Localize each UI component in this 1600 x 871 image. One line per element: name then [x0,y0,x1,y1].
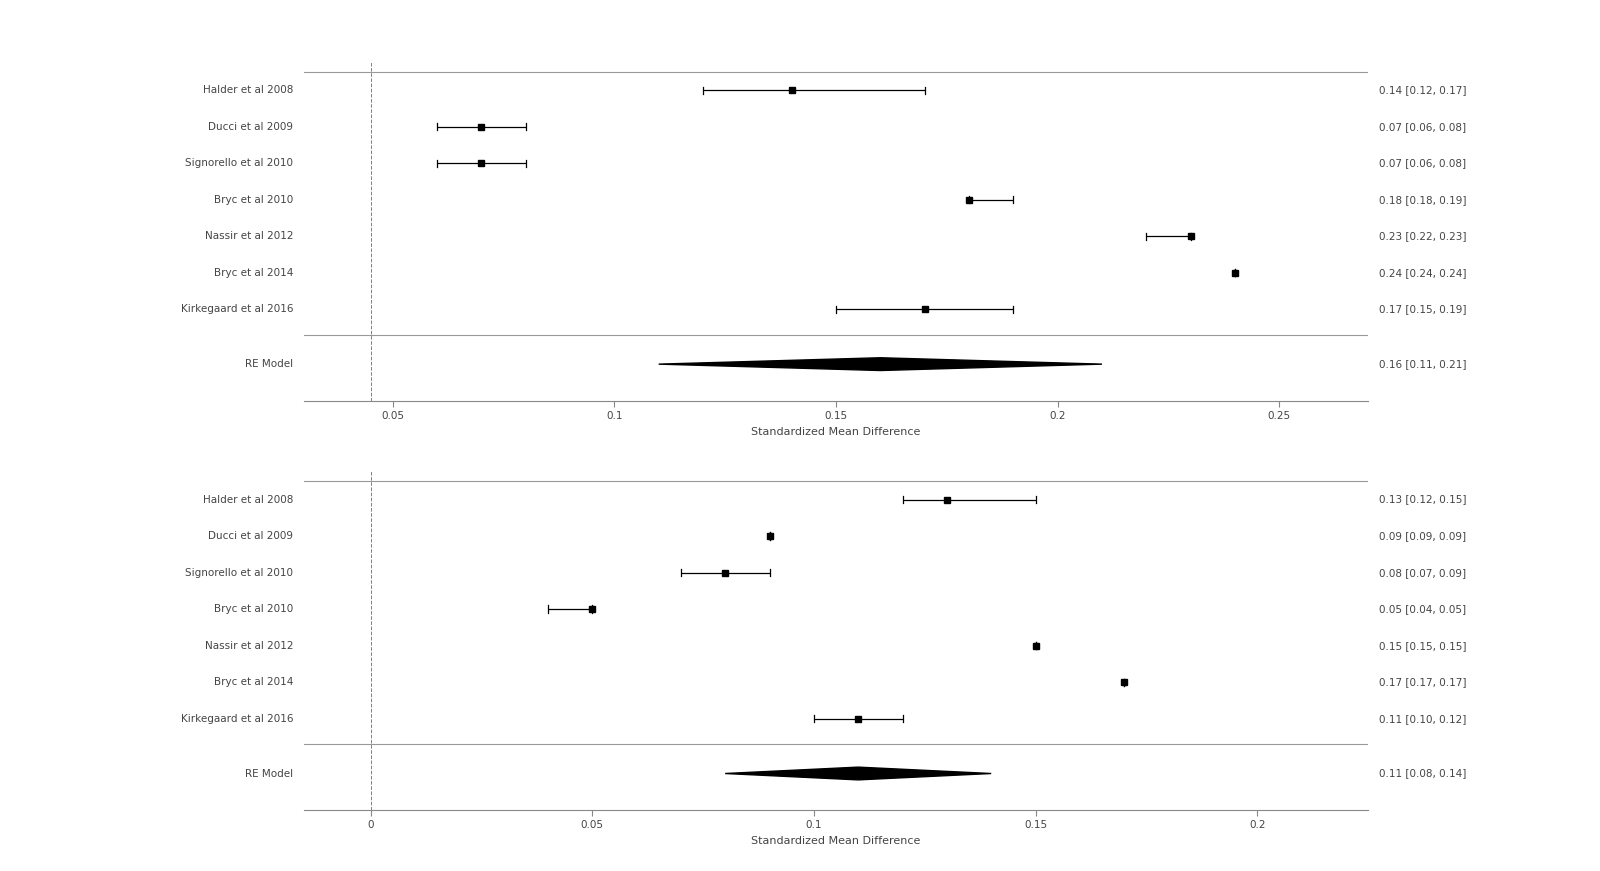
Text: Bryc et al 2010: Bryc et al 2010 [214,604,293,614]
Polygon shape [659,358,1102,370]
Text: 0.17 [0.17, 0.17]: 0.17 [0.17, 0.17] [1379,677,1466,687]
Text: 0.14 [0.12, 0.17]: 0.14 [0.12, 0.17] [1379,85,1466,95]
X-axis label: Standardized Mean Difference: Standardized Mean Difference [752,427,920,436]
Text: Halder et al 2008: Halder et al 2008 [203,495,293,504]
Text: 0.24 [0.24, 0.24]: 0.24 [0.24, 0.24] [1379,267,1466,278]
Text: 0.07 [0.06, 0.08]: 0.07 [0.06, 0.08] [1379,159,1466,168]
Text: Bryc et al 2010: Bryc et al 2010 [214,195,293,205]
Text: Nassir et al 2012: Nassir et al 2012 [205,641,293,651]
Text: Halder et al 2008: Halder et al 2008 [203,85,293,95]
Text: Nassir et al 2012: Nassir et al 2012 [205,232,293,241]
Text: Kirkegaard et al 2016: Kirkegaard et al 2016 [181,304,293,314]
Text: 0.23 [0.22, 0.23]: 0.23 [0.22, 0.23] [1379,232,1466,241]
Text: Bryc et al 2014: Bryc et al 2014 [214,267,293,278]
Text: RE Model: RE Model [245,768,293,779]
Text: Ducci et al 2009: Ducci et al 2009 [208,122,293,132]
Text: 0.09 [0.09, 0.09]: 0.09 [0.09, 0.09] [1379,531,1466,541]
Text: 0.05 [0.04, 0.05]: 0.05 [0.04, 0.05] [1379,604,1466,614]
Text: 0.07 [0.06, 0.08]: 0.07 [0.06, 0.08] [1379,122,1466,132]
Text: 0.15 [0.15, 0.15]: 0.15 [0.15, 0.15] [1379,641,1466,651]
Text: Bryc et al 2014: Bryc et al 2014 [214,677,293,687]
Text: Signorello et al 2010: Signorello et al 2010 [186,159,293,168]
Text: Ducci et al 2009: Ducci et al 2009 [208,531,293,541]
X-axis label: Standardized Mean Difference: Standardized Mean Difference [752,836,920,846]
Text: 0.13 [0.12, 0.15]: 0.13 [0.12, 0.15] [1379,495,1466,504]
Text: 0.11 [0.08, 0.14]: 0.11 [0.08, 0.14] [1379,768,1466,779]
Text: 0.08 [0.07, 0.09]: 0.08 [0.07, 0.09] [1379,568,1466,577]
Text: Signorello et al 2010: Signorello et al 2010 [186,568,293,577]
Text: 0.16 [0.11, 0.21]: 0.16 [0.11, 0.21] [1379,359,1466,369]
Text: RE Model: RE Model [245,359,293,369]
Polygon shape [725,767,990,780]
Text: 0.18 [0.18, 0.19]: 0.18 [0.18, 0.19] [1379,195,1466,205]
Text: 0.17 [0.15, 0.19]: 0.17 [0.15, 0.19] [1379,304,1466,314]
Text: 0.11 [0.10, 0.12]: 0.11 [0.10, 0.12] [1379,713,1466,724]
Text: Kirkegaard et al 2016: Kirkegaard et al 2016 [181,713,293,724]
